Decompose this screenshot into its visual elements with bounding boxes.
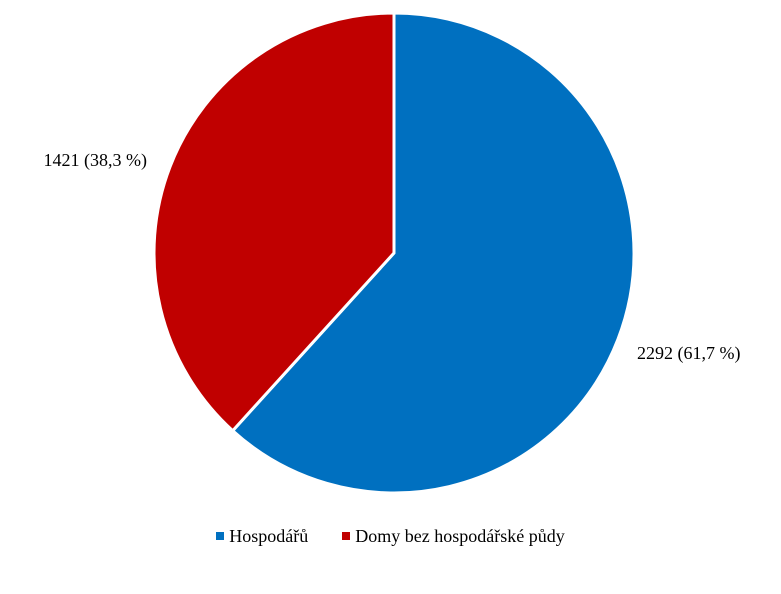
legend-label-domy-bez-pudy: Domy bez hospodářské půdy [355, 526, 565, 546]
pie-slices [152, 11, 636, 495]
legend-item-hospodaru: Hospodářů [216, 525, 308, 547]
pie-data-labels: 2292 (61,7 %) 1421 (38,3 %) [44, 150, 741, 364]
legend-label-hospodaru: Hospodářů [229, 526, 309, 546]
legend-item-domy-bez-pudy: Domy bez hospodářské půdy [342, 525, 565, 547]
legend-swatch-domy-bez-pudy [342, 532, 351, 540]
pie-slice-domy-bez-pudy [152, 11, 396, 433]
pie-slice-hospodaru [231, 11, 636, 495]
data-label-hospodaru: 2292 (61,7 %) [637, 343, 740, 364]
legend-swatch-hospodaru [216, 532, 225, 540]
chart-legend: Hospodářů Domy bez hospodářské půdy [0, 525, 781, 547]
data-label-domy-bez-pudy: 1421 (38,3 %) [44, 150, 147, 171]
